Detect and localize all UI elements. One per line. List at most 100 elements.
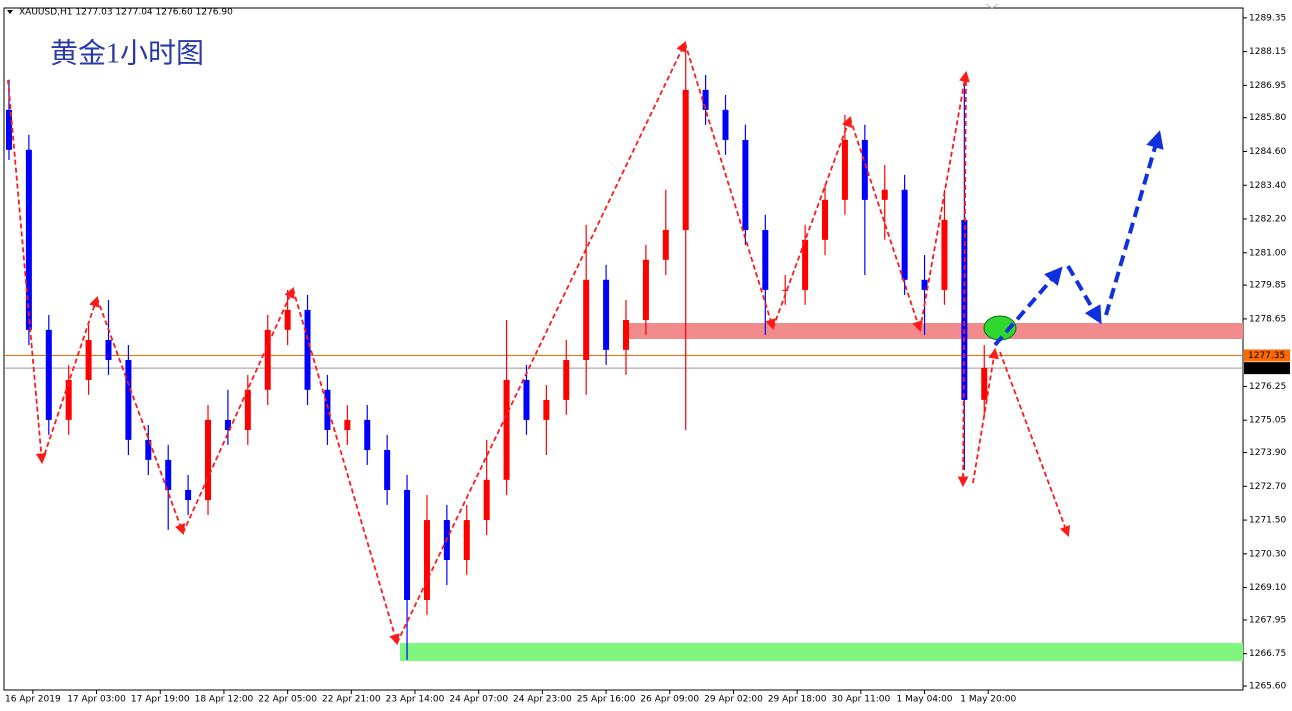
candle-body xyxy=(822,199,829,240)
x-tick-label: 22 Apr 05:00 xyxy=(258,695,317,705)
price-label-box xyxy=(1244,362,1290,375)
arrow xyxy=(919,70,970,331)
y-tick-label: 1278.65 xyxy=(1249,314,1286,324)
y-tick-label: 1279.85 xyxy=(1249,281,1286,291)
y-tick-label: 1281.00 xyxy=(1249,248,1286,258)
arrow xyxy=(182,287,295,534)
candle-body xyxy=(861,139,868,200)
forecast-arrow xyxy=(1104,130,1164,316)
chart-title: 黄金1小时图 xyxy=(50,37,204,69)
candle-body xyxy=(841,139,848,200)
candle-body xyxy=(722,109,729,140)
candle-body xyxy=(941,219,948,290)
y-tick-label: 1288.15 xyxy=(1249,47,1286,57)
x-tick-label: 25 Apr 16:00 xyxy=(577,695,636,705)
x-tick-label: 1 May 20:00 xyxy=(960,695,1016,705)
arrow xyxy=(684,42,776,331)
x-tick-label: 23 Apr 14:00 xyxy=(386,695,445,705)
candle-body xyxy=(563,359,570,400)
y-tick-label: 1284.60 xyxy=(1249,147,1286,157)
y-tick-label: 1272.70 xyxy=(1249,482,1286,492)
price-lines xyxy=(5,354,1243,369)
candle-body xyxy=(901,189,908,280)
x-tick-label: 24 Apr 07:00 xyxy=(449,695,508,705)
arrow xyxy=(999,351,1071,538)
y-tick-label: 1276.25 xyxy=(1249,382,1286,392)
x-tick-label: 29 Apr 02:00 xyxy=(704,695,763,705)
x-tick-label: 17 Apr 19:00 xyxy=(131,695,190,705)
arrow xyxy=(41,295,100,463)
price-label: 1276.90 xyxy=(1248,364,1285,374)
candle-body xyxy=(742,139,749,230)
candle-body xyxy=(523,379,530,420)
y-tick-label: 1285.80 xyxy=(1249,113,1286,123)
y-tick-label: 1282.20 xyxy=(1249,215,1286,225)
y-tick-label: 1275.05 xyxy=(1249,416,1286,426)
candle-body xyxy=(5,109,12,150)
y-tick-label: 1289.35 xyxy=(1249,13,1286,23)
arrow xyxy=(96,297,186,536)
candle-body xyxy=(583,279,590,360)
support-zone xyxy=(400,643,1243,661)
arrow xyxy=(292,288,400,646)
candle-body xyxy=(463,520,470,561)
y-tick-label: 1286.95 xyxy=(1249,81,1286,91)
candle-body xyxy=(702,89,709,110)
y-tick-label: 1269.10 xyxy=(1249,583,1286,593)
candle-body xyxy=(105,339,112,360)
x-tick-label: 24 Apr 23:00 xyxy=(513,695,572,705)
y-tick-label: 1267.95 xyxy=(1249,615,1286,625)
candle-body xyxy=(603,279,610,350)
candle-body xyxy=(145,439,152,460)
candle-body xyxy=(165,459,172,490)
menu-icon[interactable] xyxy=(7,10,13,14)
arrow xyxy=(396,41,687,644)
candle-body xyxy=(304,309,311,390)
symbol-header: XAUUSD,H1 1277.03 1277.04 1276.60 1276.9… xyxy=(19,8,233,18)
candle-body xyxy=(881,189,888,200)
x-tick-label: 1 May 04:00 xyxy=(897,695,953,705)
candle-body xyxy=(622,320,629,350)
scroll-marker xyxy=(985,3,999,9)
y-tick-label: 1266.75 xyxy=(1249,649,1286,659)
x-tick-label: 16 Apr 2019 xyxy=(5,695,61,705)
x-tick-label: 17 Apr 03:00 xyxy=(67,695,126,705)
candle-body xyxy=(244,389,251,431)
annotations xyxy=(7,41,1164,646)
candle-body xyxy=(324,389,331,431)
resistance-zone xyxy=(627,323,1243,339)
candle-body xyxy=(682,89,689,230)
candle-body xyxy=(404,489,411,600)
x-tick-label: 30 Apr 11:00 xyxy=(832,695,891,705)
candle-body xyxy=(543,399,550,420)
candle-body xyxy=(264,329,271,390)
candle-body xyxy=(224,419,231,431)
candle-body xyxy=(483,479,490,521)
y-tick-label: 1273.90 xyxy=(1249,448,1286,458)
y-tick-label: 1270.30 xyxy=(1249,549,1286,559)
candle-body xyxy=(364,419,371,451)
y-tick-label: 1265.60 xyxy=(1249,682,1286,692)
candle-body xyxy=(344,419,351,431)
y-tick-label: 1271.50 xyxy=(1249,516,1286,526)
candle-body xyxy=(65,379,72,420)
candle-body xyxy=(185,489,192,501)
candle-body xyxy=(125,359,132,440)
candle-body xyxy=(782,289,789,291)
candle-body xyxy=(45,329,52,420)
candle-body xyxy=(205,419,212,501)
forecast-arrow xyxy=(1066,265,1102,325)
arrow xyxy=(972,347,999,484)
candle-body xyxy=(662,229,669,260)
arrow xyxy=(957,72,969,488)
candle-body xyxy=(921,279,928,290)
candle-body xyxy=(503,379,510,480)
candle-body xyxy=(284,309,291,330)
zones xyxy=(400,323,1243,661)
x-tick-label: 18 Apr 12:00 xyxy=(195,695,254,705)
x-tick-label: 29 Apr 18:00 xyxy=(768,695,827,705)
x-tick-label: 22 Apr 21:00 xyxy=(322,695,381,705)
candle-body xyxy=(762,229,769,290)
price-label-box xyxy=(1244,349,1290,362)
